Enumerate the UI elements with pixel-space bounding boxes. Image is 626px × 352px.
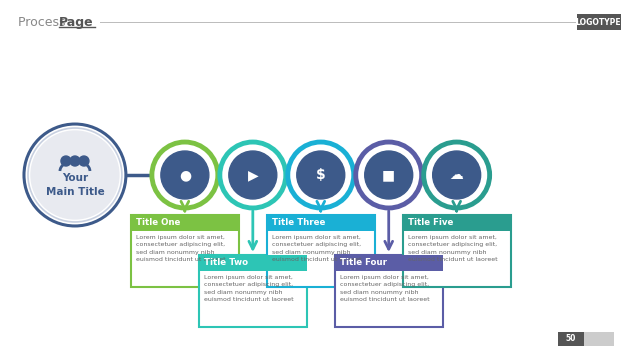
Text: ☁: ☁ <box>449 168 464 182</box>
Circle shape <box>424 142 490 208</box>
FancyBboxPatch shape <box>558 332 583 346</box>
Circle shape <box>229 151 277 199</box>
Text: Title Three: Title Three <box>272 219 325 227</box>
Circle shape <box>70 156 80 166</box>
FancyBboxPatch shape <box>335 255 443 271</box>
Circle shape <box>356 142 422 208</box>
Text: Title Four: Title Four <box>340 258 387 268</box>
Text: LOGOTYPE: LOGOTYPE <box>576 18 622 27</box>
Circle shape <box>365 151 413 199</box>
Text: ▶: ▶ <box>247 168 258 182</box>
Text: Title One: Title One <box>136 219 180 227</box>
FancyBboxPatch shape <box>131 215 239 231</box>
FancyBboxPatch shape <box>577 14 620 30</box>
Text: ●: ● <box>179 168 191 182</box>
FancyBboxPatch shape <box>267 215 375 287</box>
Circle shape <box>161 151 209 199</box>
Text: Title Five: Title Five <box>408 219 453 227</box>
Text: Page: Page <box>59 15 93 29</box>
FancyBboxPatch shape <box>335 255 443 327</box>
FancyBboxPatch shape <box>199 255 307 327</box>
Text: Lorem ipsum dolor sit amet,
consectetuer adipiscing elit,
sed diam nonummy nibh
: Lorem ipsum dolor sit amet, consectetuer… <box>136 235 225 262</box>
Circle shape <box>31 131 119 219</box>
Text: Title Two: Title Two <box>204 258 248 268</box>
Text: Your
Main Title: Your Main Title <box>46 173 105 197</box>
Circle shape <box>433 151 481 199</box>
Circle shape <box>152 142 218 208</box>
Circle shape <box>288 142 354 208</box>
FancyBboxPatch shape <box>199 255 307 271</box>
FancyBboxPatch shape <box>583 332 613 346</box>
FancyBboxPatch shape <box>267 215 375 231</box>
FancyBboxPatch shape <box>403 215 511 231</box>
Circle shape <box>79 156 89 166</box>
Text: Lorem ipsum dolor sit amet,
consectetuer adipiscing elit,
sed diam nonummy nibh
: Lorem ipsum dolor sit amet, consectetuer… <box>272 235 361 262</box>
Text: Lorem ipsum dolor sit amet,
consectetuer adipiscing elit,
sed diam nonummy nibh
: Lorem ipsum dolor sit amet, consectetuer… <box>408 235 497 262</box>
Circle shape <box>297 151 345 199</box>
Circle shape <box>61 156 71 166</box>
Circle shape <box>220 142 286 208</box>
FancyBboxPatch shape <box>131 215 239 287</box>
Text: 50: 50 <box>565 334 576 344</box>
Text: Process: Process <box>18 15 69 29</box>
Text: $: $ <box>316 168 326 182</box>
Text: Lorem ipsum dolor sit amet,
consectetuer adipiscing elit,
sed diam nonummy nibh
: Lorem ipsum dolor sit amet, consectetuer… <box>340 275 429 302</box>
Text: ■: ■ <box>382 168 395 182</box>
Text: Lorem ipsum dolor sit amet,
consectetuer adipiscing elit,
sed diam nonummy nibh
: Lorem ipsum dolor sit amet, consectetuer… <box>204 275 294 302</box>
FancyBboxPatch shape <box>403 215 511 287</box>
